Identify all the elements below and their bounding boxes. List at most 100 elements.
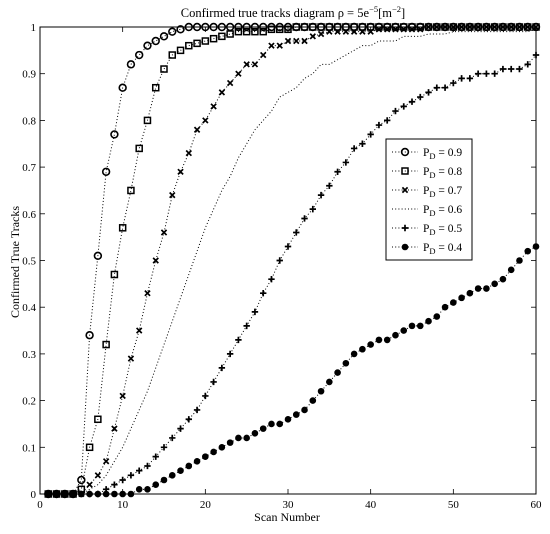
series-2-point <box>193 39 201 48</box>
series-5-point <box>127 472 135 479</box>
series-5-point <box>160 444 168 451</box>
series-5-point <box>458 75 465 82</box>
series-5-point <box>218 364 226 372</box>
series-2-point <box>151 83 160 92</box>
series-5-point <box>226 350 234 358</box>
series-5-point <box>276 257 283 264</box>
series-3-point <box>317 30 325 38</box>
series-6-point <box>251 429 259 437</box>
series-3-point <box>102 458 110 465</box>
legend-label-value: = 0.9 <box>436 147 463 159</box>
series-1-point <box>126 60 136 69</box>
x-tick-label: 50 <box>448 499 460 511</box>
series-6-point <box>86 490 93 498</box>
series-5-point <box>474 70 482 77</box>
y-tick-label: 0.1 <box>22 442 36 454</box>
legend-label-main: P <box>423 185 429 197</box>
series-2-point <box>259 27 267 36</box>
series-5-point <box>284 243 292 250</box>
series-5-point <box>516 65 523 73</box>
series-6-point <box>491 280 498 288</box>
series-6-point <box>408 322 416 330</box>
series-5-point <box>136 467 143 474</box>
legend: PD = 0.9PD = 0.8PD = 0.7PD = 0.6PD = 0.5… <box>385 138 473 261</box>
series-2-point <box>102 340 110 349</box>
series-6-point <box>301 406 308 414</box>
series-5-point <box>235 336 242 344</box>
series-5-point <box>532 51 540 59</box>
series-3-point <box>408 26 416 33</box>
series-6-point <box>441 303 449 311</box>
series-3-point <box>326 28 333 35</box>
series-5-point <box>152 453 159 460</box>
series-1-point <box>135 50 144 60</box>
series-5-point <box>119 476 126 484</box>
x-tick-label: 30 <box>283 499 295 511</box>
series-5-point <box>334 168 341 175</box>
series-1-point <box>143 41 152 50</box>
series-3-point <box>483 23 490 31</box>
series-3-point <box>111 425 118 432</box>
x-tick-label: 60 <box>531 499 543 511</box>
series-3-point <box>516 23 523 31</box>
series-1-point <box>93 251 103 261</box>
series-2-point <box>342 23 350 31</box>
series-1-point <box>168 27 177 36</box>
legend-box <box>385 138 473 261</box>
series-2-point <box>94 415 102 424</box>
series-2-point <box>135 144 143 153</box>
series-6-point <box>359 345 366 353</box>
series-2-point <box>234 27 243 36</box>
series-line-3 <box>48 26 536 495</box>
series-5-point <box>202 392 209 400</box>
series-3-point <box>342 28 350 35</box>
x-axis-label: Scan Number <box>254 510 320 524</box>
series-6-point <box>334 369 341 376</box>
series-6-point <box>160 476 168 484</box>
series-5-point <box>433 84 440 91</box>
legend-marker-2 <box>401 167 409 175</box>
series-3-point <box>86 481 93 488</box>
legend-label-sub: D <box>429 208 435 218</box>
series-5-point <box>400 103 407 110</box>
y-tick-label: 0.9 <box>22 69 36 81</box>
series-6-point <box>193 458 201 465</box>
series-6-point <box>483 285 490 292</box>
series-6-point <box>119 490 126 498</box>
legend-label-1: PD = 0.9 <box>423 147 462 161</box>
series-2-point <box>457 23 466 31</box>
series-6-point <box>185 462 193 470</box>
series-3-point <box>367 28 374 35</box>
series-5-point <box>450 79 457 87</box>
series-6-point <box>53 490 60 498</box>
series-5-point <box>301 215 308 222</box>
series-2-point <box>366 23 375 31</box>
series-3-point <box>160 229 168 236</box>
series-1-point <box>184 22 194 32</box>
legend-label-value: = 0.4 <box>436 242 463 254</box>
series-5-point <box>359 140 366 147</box>
x-tick-label: 20 <box>200 499 212 511</box>
series-6-point <box>152 481 160 488</box>
series-3-point <box>507 23 515 31</box>
series-2-point <box>350 23 358 31</box>
series-5-point <box>441 84 449 91</box>
series-6-point <box>499 275 507 283</box>
legend-marker-3 <box>401 186 409 194</box>
series-5-point <box>408 98 416 105</box>
x-tick-label: 40 <box>365 499 377 511</box>
series-2-point <box>275 25 284 34</box>
series-6-point <box>284 415 292 423</box>
series-5-point <box>326 182 333 189</box>
series-5-point <box>425 89 432 96</box>
series-3-point <box>202 117 209 124</box>
legend-marker-1 <box>400 147 410 157</box>
series-2-point <box>515 23 524 31</box>
series-6-point <box>69 490 77 498</box>
chart-title-unit-exp: −2 <box>392 4 401 14</box>
series-6-point <box>276 420 284 428</box>
series-6-point <box>268 420 275 428</box>
chart-title-exp: −5 <box>369 4 378 14</box>
series-line-2 <box>48 26 536 495</box>
